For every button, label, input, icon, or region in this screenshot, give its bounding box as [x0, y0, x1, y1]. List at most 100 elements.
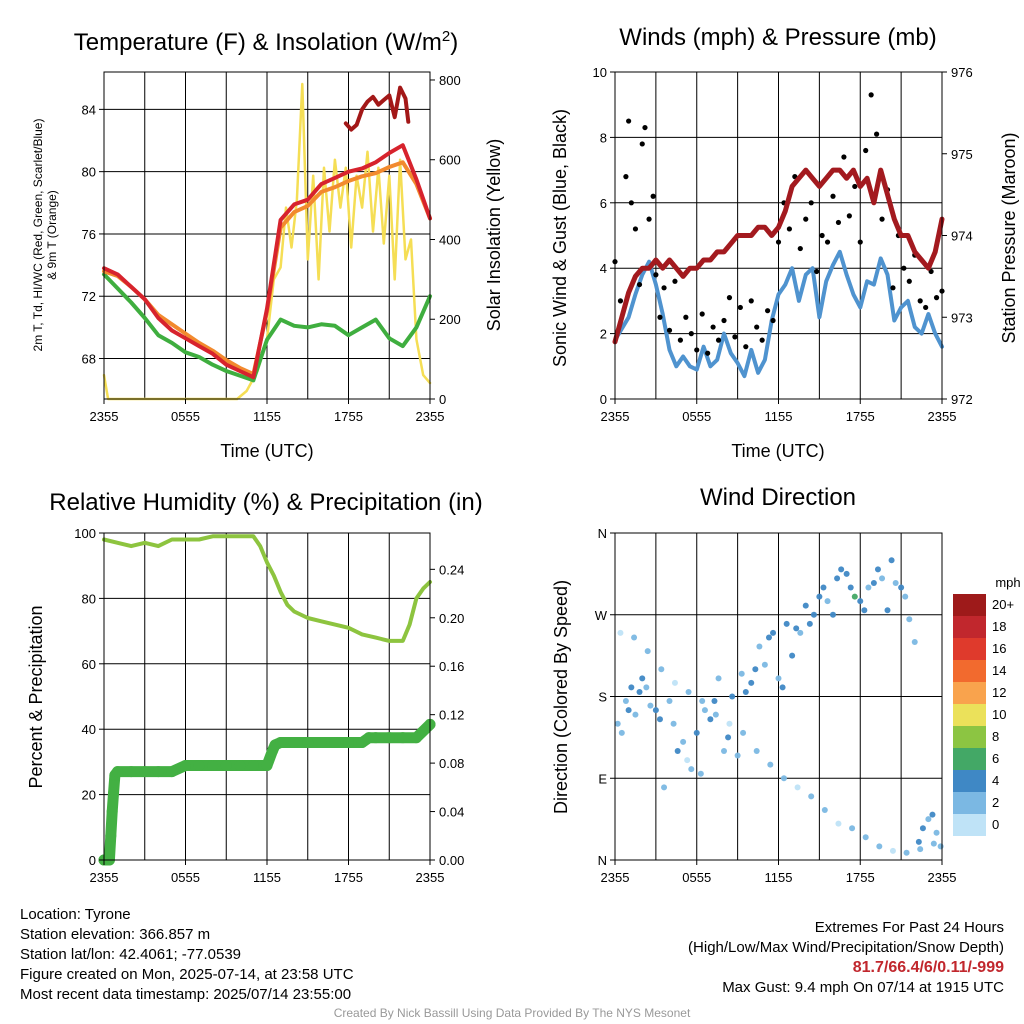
direction-point: [906, 616, 913, 623]
direction-point: [761, 661, 768, 668]
direction-point: [810, 611, 817, 618]
gust-point: [852, 183, 858, 190]
y-tick-label: 8: [600, 130, 607, 145]
direction-point: [903, 849, 910, 856]
direction-point: [797, 629, 804, 636]
legend-label: 0: [992, 817, 999, 832]
direction-point: [919, 825, 926, 832]
direction-point: [756, 643, 763, 650]
winds-xlabel: Time (UTC): [731, 441, 824, 461]
precip-point: [166, 766, 178, 778]
y-tick-label: 4: [600, 261, 607, 276]
direction-point: [884, 607, 891, 614]
direction-point: [658, 666, 665, 673]
direction-point: [697, 770, 704, 777]
gust-point: [632, 226, 639, 232]
gust-point: [906, 278, 912, 284]
precip-point: [410, 732, 422, 744]
direction-point: [808, 793, 815, 800]
x-tick-label: 1755: [334, 409, 363, 424]
x-tick-label: 2355: [928, 409, 957, 424]
direction-point: [693, 729, 700, 736]
gust-point: [759, 337, 765, 343]
gust-point: [786, 226, 793, 232]
precip-point: [106, 806, 118, 818]
direction-point: [721, 748, 727, 754]
gust-point: [857, 239, 863, 245]
precip-point: [139, 766, 151, 778]
direction-point: [688, 766, 695, 773]
y2-tick-label: 200: [439, 312, 461, 327]
direction-point: [617, 629, 624, 636]
direction-point: [820, 584, 827, 591]
direction-point: [911, 639, 918, 645]
x-tick-label: 1755: [846, 409, 875, 424]
direction-point: [671, 679, 678, 686]
winds-y2label: Station Pressure (Maroon): [999, 132, 1019, 343]
gust-point: [710, 324, 716, 330]
direction-point: [857, 598, 864, 605]
direction-point: [699, 698, 706, 705]
y2-tick-label: 400: [439, 232, 461, 247]
gust-point: [642, 124, 648, 131]
temperature-grid: [104, 72, 430, 399]
precip-point: [152, 766, 164, 778]
figure-created: Figure created on Mon, 2025-07-14, at 23…: [20, 966, 354, 983]
y-tick-label: 80: [82, 165, 96, 180]
gust-point: [726, 295, 733, 301]
legend-label: 8: [992, 729, 999, 744]
direction-point: [849, 825, 856, 832]
y2-tick-label: 974: [951, 229, 973, 244]
direction-point: [874, 566, 881, 573]
y2-tick-label: 973: [951, 310, 973, 325]
direction-point: [783, 620, 790, 627]
precip-point: [288, 737, 300, 749]
gust-point: [732, 334, 738, 340]
gust-point: [657, 314, 663, 320]
gust-point: [890, 285, 896, 291]
direction-point: [670, 720, 677, 727]
legend-label: 18: [992, 619, 1006, 634]
precip-point: [397, 732, 409, 744]
legend-swatch: [953, 792, 986, 814]
station-elevation: Station elevation: 366.857 m: [20, 926, 211, 943]
direction-point: [711, 698, 718, 705]
legend-label: 14: [992, 663, 1006, 678]
gust-point: [803, 216, 809, 222]
y-tick-label: 68: [82, 352, 96, 367]
direction-point: [712, 711, 719, 718]
direction-point: [802, 602, 809, 609]
gust-point: [705, 350, 711, 356]
humidity-title: Relative Humidity (%) & Precipitation (i…: [49, 489, 482, 516]
y-tick-label: 10: [593, 65, 607, 80]
series-line-rh: [102, 534, 432, 643]
x-tick-label: 1155: [253, 870, 281, 885]
y-tick-label: 76: [82, 227, 96, 242]
direction-point: [780, 775, 787, 782]
precip-point: [383, 732, 395, 744]
direction-point: [888, 557, 895, 564]
direction-point: [628, 684, 635, 691]
y2-tick-label: 0.08: [439, 756, 464, 771]
x-tick-label: 0555: [171, 409, 200, 424]
direction-point: [685, 688, 692, 695]
humidity-ticks: 2355 0555 1155 1755 2355 0 20 40 60 80 100 0.00 0.04…: [74, 526, 464, 885]
x-tick-label: 2355: [601, 409, 630, 424]
direction-point: [631, 634, 638, 641]
legend-label: 12: [992, 685, 1006, 700]
x-tick-label: 1155: [765, 870, 793, 885]
gust-point: [683, 314, 689, 320]
x-tick-label: 1755: [334, 870, 363, 885]
direction-point: [625, 707, 632, 714]
gust-point: [646, 216, 652, 222]
y2-tick-label: 0: [439, 392, 446, 407]
direction-point: [902, 593, 909, 600]
x-tick-label: 1155: [765, 409, 793, 424]
gust-point: [639, 141, 645, 147]
precip-point: [193, 760, 205, 772]
legend-label: 10: [992, 707, 1006, 722]
max-gust: Max Gust: 9.4 mph On 07/14 at 1915 UTC: [722, 979, 1004, 996]
x-tick-label: 0555: [171, 870, 200, 885]
direction-point: [925, 816, 932, 823]
